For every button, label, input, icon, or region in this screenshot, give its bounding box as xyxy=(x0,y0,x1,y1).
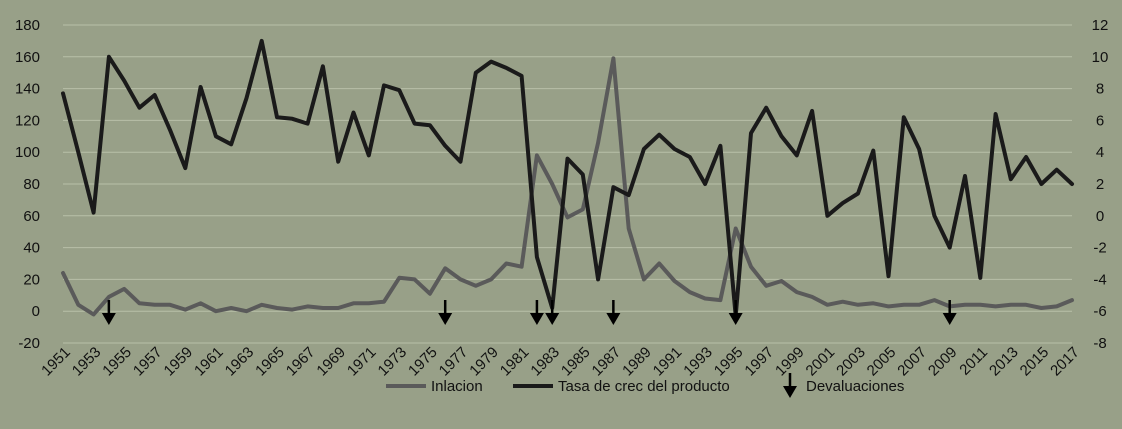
devaluation-arrows xyxy=(101,300,957,325)
left-tick-label: 120 xyxy=(15,112,40,129)
right-tick-label: -8 xyxy=(1093,335,1106,352)
series-line-inlacion xyxy=(61,56,1074,317)
left-tick-label: 40 xyxy=(23,240,40,257)
devaluation-arrow xyxy=(728,300,743,325)
left-tick-label: 80 xyxy=(23,176,40,193)
devaluation-arrow xyxy=(101,300,116,325)
left-tick-label: -20 xyxy=(18,335,40,352)
left-tick-label: 160 xyxy=(15,49,40,66)
legend-arrow-icon xyxy=(783,373,797,398)
devaluation-arrow xyxy=(545,300,560,325)
legend-label-tasa: Tasa de crec del producto xyxy=(558,378,730,395)
legend: Inlacion Tasa de crec del producto Deval… xyxy=(386,373,904,398)
left-tick-label: 20 xyxy=(23,271,40,288)
series-line-tasa-de-crec xyxy=(61,38,1074,318)
devaluation-arrow xyxy=(529,300,544,325)
right-tick-label: -6 xyxy=(1093,303,1106,320)
left-tick-label: 140 xyxy=(15,81,40,98)
gridlines xyxy=(63,24,1072,344)
right-tick-label: 2 xyxy=(1096,176,1104,193)
left-axis-tick-labels: -20 0 20 40 60 80 100 120 140 160 180 xyxy=(15,17,40,352)
right-axis-tick-labels: -8 -6 -4 -2 0 2 4 6 8 10 12 xyxy=(1092,17,1109,352)
right-tick-label: -2 xyxy=(1093,240,1106,257)
left-tick-label: 100 xyxy=(15,144,40,161)
right-tick-label: 8 xyxy=(1096,81,1104,98)
left-tick-label: 60 xyxy=(23,208,40,225)
right-tick-label: 0 xyxy=(1096,208,1104,225)
legend-label-inlacion: Inlacion xyxy=(431,378,483,395)
legend-label-devaluaciones: Devaluaciones xyxy=(806,378,904,395)
right-tick-label: 4 xyxy=(1096,144,1104,161)
devaluation-arrow xyxy=(942,300,957,325)
right-tick-label: 12 xyxy=(1092,17,1109,34)
series-lines xyxy=(61,38,1074,318)
left-tick-label: 180 xyxy=(15,17,40,34)
right-tick-label: 6 xyxy=(1096,112,1104,129)
right-tick-label: 10 xyxy=(1092,49,1109,66)
devaluation-arrow xyxy=(606,300,621,325)
left-tick-label: 0 xyxy=(32,303,40,320)
devaluation-arrow xyxy=(438,300,453,325)
right-tick-label: -4 xyxy=(1093,271,1106,288)
